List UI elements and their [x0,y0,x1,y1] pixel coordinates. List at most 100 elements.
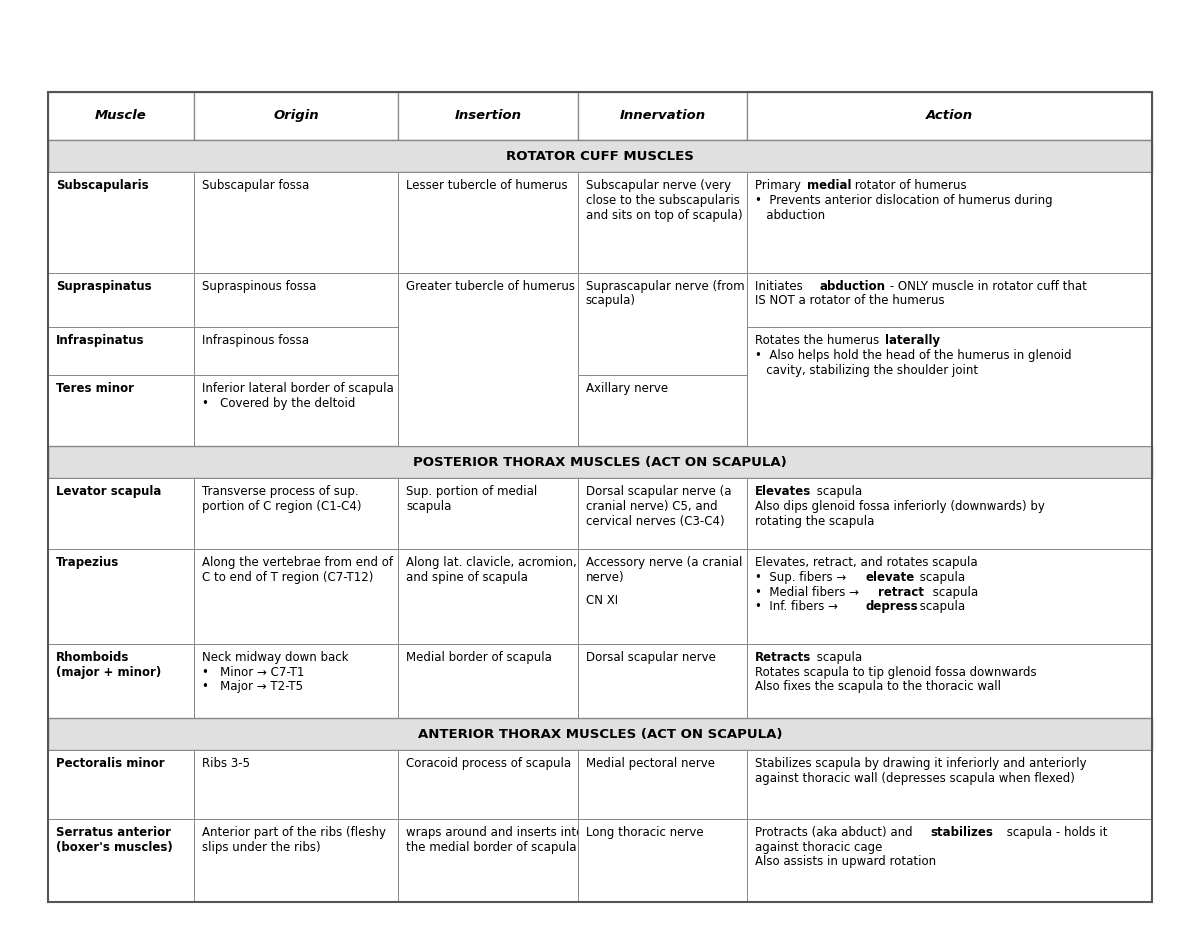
Text: scapula - holds it: scapula - holds it [1003,826,1108,839]
Bar [398,273,578,446]
Text: Primary: Primary [755,179,804,193]
Text: and spine of scapula: and spine of scapula [406,571,528,584]
Text: elevate: elevate [865,571,914,584]
Text: ROTATOR CUFF MUSCLES: ROTATOR CUFF MUSCLES [506,149,694,162]
Bar [48,273,193,327]
Text: Also assists in upward rotation: Also assists in upward rotation [755,856,936,869]
Bar [746,750,1152,819]
Text: Rotates the humerus: Rotates the humerus [755,335,883,348]
Text: Insertion: Insertion [455,109,522,122]
Bar [578,273,746,375]
Text: rotating the scapula: rotating the scapula [755,515,875,528]
Text: scapula: scapula [917,601,966,614]
Bar [578,172,746,273]
Bar [193,643,398,717]
Text: Elevates: Elevates [755,486,811,499]
Text: Axillary nerve: Axillary nerve [586,382,668,395]
Bar [578,549,746,643]
Bar [48,478,193,549]
Bar [398,375,578,446]
Text: CN XI: CN XI [586,594,618,607]
Bar [746,819,1152,902]
Text: abduction: abduction [820,280,886,293]
Bar [746,327,1152,446]
Bar [746,375,1152,446]
Text: cervical nerves (C3-C4): cervical nerves (C3-C4) [586,515,725,528]
Text: Retracts: Retracts [755,651,811,664]
Text: retract: retract [878,586,924,599]
Text: against thoracic cage: against thoracic cage [755,841,882,854]
Text: Anterior part of the ribs (fleshy: Anterior part of the ribs (fleshy [202,826,385,839]
Bar [578,375,746,446]
Text: cranial nerve) C5, and: cranial nerve) C5, and [586,501,718,514]
Text: POSTERIOR THORAX MUSCLES (ACT ON SCAPULA): POSTERIOR THORAX MUSCLES (ACT ON SCAPULA… [413,456,787,469]
Text: Subscapularis: Subscapularis [56,179,149,193]
Bar [578,273,746,327]
Text: Along lat. clavicle, acromion,: Along lat. clavicle, acromion, [406,556,577,569]
Text: Infraspinous fossa: Infraspinous fossa [202,335,308,348]
Text: scapula: scapula [814,486,863,499]
Bar [48,92,1152,902]
Bar [578,819,746,902]
Bar [746,172,1152,273]
Text: Stabilizes scapula by drawing it inferiorly and anteriorly: Stabilizes scapula by drawing it inferio… [755,757,1086,770]
Bar [578,92,746,140]
Bar [746,273,1152,327]
Text: Also dips glenoid fossa inferiorly (downwards) by: Also dips glenoid fossa inferiorly (down… [755,501,1045,514]
Text: •  Also helps hold the head of the humerus in glenoid: • Also helps hold the head of the humeru… [755,349,1072,362]
Text: •  Prevents anterior dislocation of humerus during: • Prevents anterior dislocation of humer… [755,194,1052,207]
Bar [193,172,398,273]
Bar [193,549,398,643]
Bar [578,327,746,375]
Bar [398,327,578,375]
Bar [48,92,1152,140]
Bar [746,478,1152,549]
Text: Levator scapula: Levator scapula [56,486,161,499]
Text: Long thoracic nerve: Long thoracic nerve [586,826,703,839]
Bar [48,717,1152,750]
Bar [398,643,578,717]
Text: stabilizes: stabilizes [930,826,994,839]
Bar [398,273,578,327]
Text: Lesser tubercle of humerus: Lesser tubercle of humerus [406,179,568,193]
Text: nerve): nerve) [586,571,624,584]
Bar [578,643,746,717]
Bar [398,750,578,819]
Text: •  Inf. fibers →: • Inf. fibers → [755,601,841,614]
Text: •   Minor → C7-T1: • Minor → C7-T1 [202,666,304,679]
Text: •   Covered by the deltoid: • Covered by the deltoid [202,397,355,410]
Bar [746,643,1152,717]
Text: Rhomboids: Rhomboids [56,651,130,664]
Text: slips under the ribs): slips under the ribs) [202,841,320,854]
Text: scapula: scapula [930,586,978,599]
Text: Innervation: Innervation [619,109,706,122]
Text: Origin: Origin [274,109,319,122]
Bar [48,643,193,717]
Text: •  Sup. fibers →: • Sup. fibers → [755,571,850,584]
Text: Protracts (aka abduct) and: Protracts (aka abduct) and [755,826,917,839]
Text: Muscle: Muscle [95,109,146,122]
Text: Infraspinatus: Infraspinatus [56,335,144,348]
Text: Supraspinatus: Supraspinatus [56,280,151,293]
Text: Sup. portion of medial: Sup. portion of medial [406,486,538,499]
Bar [48,549,193,643]
Bar [746,92,1152,140]
Text: Pectoralis minor: Pectoralis minor [56,757,164,770]
Text: •  Medial fibers →: • Medial fibers → [755,586,863,599]
Text: Teres minor: Teres minor [56,382,134,395]
Text: rotator of humerus: rotator of humerus [851,179,966,193]
Text: scapula): scapula) [586,295,636,308]
Text: Ribs 3-5: Ribs 3-5 [202,757,250,770]
Bar [398,549,578,643]
Text: wraps around and inserts into: wraps around and inserts into [406,826,583,839]
Bar [48,375,193,446]
Text: Neck midway down back: Neck midway down back [202,651,348,664]
Bar [48,172,193,273]
Text: IS NOT a rotator of the humerus: IS NOT a rotator of the humerus [755,295,944,308]
Text: and sits on top of scapula): and sits on top of scapula) [586,209,743,222]
Text: scapula: scapula [406,501,451,514]
Text: scapula: scapula [814,651,863,664]
Text: Medial border of scapula: Medial border of scapula [406,651,552,664]
Text: Also fixes the scapula to the thoracic wall: Also fixes the scapula to the thoracic w… [755,680,1001,693]
Text: Greater tubercle of humerus: Greater tubercle of humerus [406,280,575,293]
